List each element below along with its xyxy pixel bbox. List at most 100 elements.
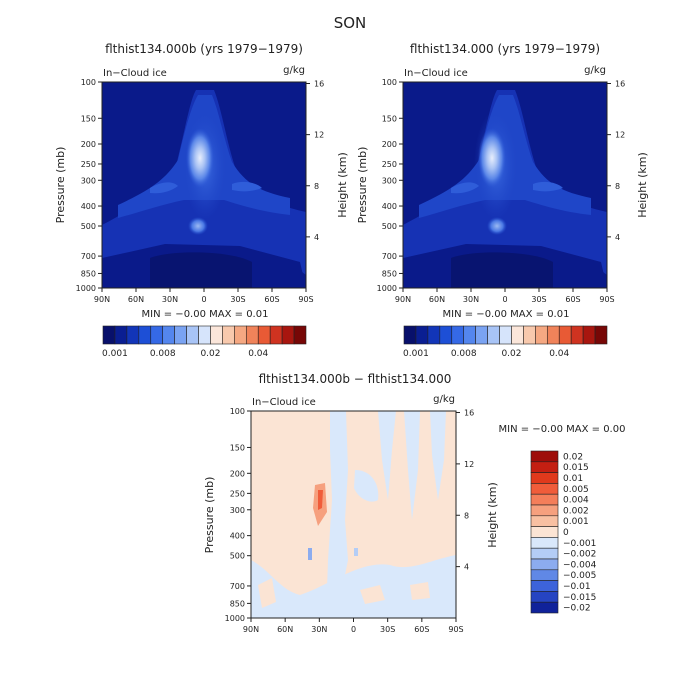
panel-a-xtick-label: 0 bbox=[201, 295, 206, 304]
panel-a-colorbar-swatch bbox=[257, 325, 271, 345]
panel-b-colorbar-swatch bbox=[403, 325, 417, 345]
panel-b-xtick-label: 30N bbox=[463, 295, 479, 304]
panel-a-ytick-label: 850 bbox=[81, 269, 96, 278]
panel-a-subtitle: In−Cloud ice bbox=[103, 68, 167, 79]
panel-diff-colorbar-swatch bbox=[530, 515, 559, 527]
panel-a-xtick-label: 90S bbox=[298, 295, 313, 304]
panel-b-ylabel-right: Height (km) bbox=[636, 152, 649, 218]
panel-a-ytick-label: 400 bbox=[81, 202, 96, 211]
panel-a: flthist134.000b (yrs 1979−1979) In−Cloud… bbox=[54, 42, 349, 359]
panel-b-colorbar-swatch bbox=[439, 325, 453, 345]
panel-a-colorbar-label: 0.02 bbox=[200, 349, 220, 359]
panel-diff-colorbar-swatch bbox=[530, 450, 559, 463]
panel-diff-ytick-label: 700 bbox=[230, 582, 245, 591]
panel-b-ytick-label: 100 bbox=[382, 78, 397, 87]
panel-diff-colorbar-label: 0.01 bbox=[563, 474, 583, 484]
panel-diff-colorbar-label: −0.002 bbox=[563, 550, 596, 560]
panel-a-xtick-label: 60S bbox=[264, 295, 279, 304]
panel-diff-colorbar: 0.020.0150.010.0050.0040.0020.0010−0.001… bbox=[530, 450, 597, 614]
panel-diff-colorbar-label: 0.005 bbox=[563, 485, 589, 495]
panel-b-title: flthist134.000 (yrs 1979−1979) bbox=[410, 42, 600, 56]
panel-diff-units: g/kg bbox=[433, 394, 455, 405]
panel-a-ytick-label: 1000 bbox=[76, 284, 96, 293]
panel-diff-colorbar-label: 0.004 bbox=[563, 496, 589, 506]
panel-diff-xtick-label: 0 bbox=[351, 625, 356, 634]
panel-b-colorbar-label: 0.04 bbox=[549, 349, 569, 359]
panel-b-xtick-label: 90N bbox=[395, 295, 411, 304]
panel-b-axes: 90N 60N 30N 0 30S 60S 90S 100 150 200 250 300 400 500… bbox=[377, 78, 626, 304]
panel-diff-ytick-right-label: 4 bbox=[464, 563, 469, 572]
panel-diff-ytick-label: 300 bbox=[230, 506, 245, 515]
panel-diff-ytick-right-label: 12 bbox=[464, 460, 474, 469]
panel-diff-colorbar-swatch bbox=[530, 591, 559, 603]
panel-b-units: g/kg bbox=[584, 65, 606, 76]
panel-b-stats: MIN = −0.00 MAX = 0.01 bbox=[443, 309, 570, 320]
panel-a-colorbar-label: 0.008 bbox=[150, 349, 176, 359]
panel-diff-colorbar-swatch bbox=[530, 483, 559, 495]
panel-diff-xtick-label: 90N bbox=[243, 625, 259, 634]
panel-diff-colorbar-label: −0.005 bbox=[563, 571, 596, 581]
panel-a-ytick-label: 300 bbox=[81, 176, 96, 185]
panel-diff-colorbar-swatch bbox=[530, 472, 559, 484]
panel-b-ytick-label: 400 bbox=[382, 202, 397, 211]
panel-b-colorbar-swatch bbox=[535, 325, 548, 345]
panel-diff-xtick-label: 30N bbox=[311, 625, 327, 634]
panel-b-colorbar-label: 0.02 bbox=[501, 349, 521, 359]
panel-a-ytick-right-label: 4 bbox=[314, 233, 319, 242]
panel-b-colorbar-swatch bbox=[487, 325, 500, 345]
panel-b-colorbar-swatch bbox=[546, 325, 560, 345]
panel-a-ytick-label: 500 bbox=[81, 222, 96, 231]
panel-b-colorbar-swatch bbox=[570, 325, 584, 345]
panel-diff-ytick-label: 150 bbox=[230, 443, 245, 452]
panel-diff-ytick-label: 850 bbox=[230, 599, 245, 608]
panel-a-colorbar-swatch bbox=[186, 325, 199, 345]
panel-b-xtick-label: 60S bbox=[565, 295, 580, 304]
panel-b-colorbar-label: 0.008 bbox=[451, 349, 477, 359]
panel-a-ytick-label: 700 bbox=[81, 252, 96, 261]
panel-diff-ylabel: Pressure (mb) bbox=[203, 477, 216, 554]
panel-b-colorbar-swatch bbox=[582, 325, 596, 345]
panel-diff-colorbar-swatch bbox=[530, 601, 559, 614]
panel-a-colorbar-swatch bbox=[210, 325, 223, 345]
panel-a-ytick-label: 150 bbox=[81, 114, 96, 123]
panel-diff-ytick-right-label: 8 bbox=[464, 511, 469, 520]
panel-diff-colorbar-label: −0.001 bbox=[563, 539, 596, 549]
panel-b-colorbar-swatch bbox=[499, 325, 512, 345]
panel-b-ytick-label: 150 bbox=[382, 114, 397, 123]
panel-b-colorbar-swatch bbox=[451, 325, 465, 345]
panel-a-stats: MIN = −0.00 MAX = 0.01 bbox=[142, 309, 269, 320]
panel-diff-ylabel-right: Height (km) bbox=[486, 482, 499, 548]
panel-b-colorbar-swatch bbox=[558, 325, 572, 345]
panel-b-xtick-label: 90S bbox=[599, 295, 614, 304]
panel-a-ytick-right-label: 12 bbox=[314, 131, 324, 140]
panel-a-colorbar-label: 0.04 bbox=[248, 349, 268, 359]
panel-a-units: g/kg bbox=[283, 65, 305, 76]
panel-b-ytick-label: 250 bbox=[382, 160, 397, 169]
panel-b-colorbar-swatch bbox=[427, 325, 441, 345]
panel-diff-ytick-label: 250 bbox=[230, 489, 245, 498]
panel-b-ytick-right-label: 8 bbox=[615, 182, 620, 191]
panel-diff-ytick-label: 100 bbox=[230, 407, 245, 416]
panel-b-ytick-label: 850 bbox=[382, 269, 397, 278]
panel-diff-colorbar-label: −0.004 bbox=[563, 560, 597, 570]
panel-a-xtick-label: 90N bbox=[94, 295, 110, 304]
panel-b-ytick-right-label: 16 bbox=[615, 80, 625, 89]
panel-a-colorbar-swatch bbox=[234, 325, 247, 345]
panel-a-colorbar-swatch bbox=[174, 325, 187, 345]
panel-b-colorbar-label: 0.001 bbox=[403, 349, 429, 359]
panel-b-xtick-label: 30S bbox=[531, 295, 546, 304]
panel-a-xtick-label: 30S bbox=[230, 295, 245, 304]
panel-diff-colorbar-swatch bbox=[530, 558, 559, 571]
panel-a-ytick-right-label: 16 bbox=[314, 80, 324, 89]
panel-a-colorbar-swatch bbox=[162, 325, 175, 345]
panel-b-ytick-label: 1000 bbox=[377, 284, 397, 293]
panel-a-colorbar: 0.001 0.008 0.02 0.04 bbox=[102, 325, 307, 359]
panel-diff-colorbar-swatch bbox=[530, 537, 559, 549]
panel-a-colorbar-swatch bbox=[293, 325, 307, 345]
panel-diff-stats: MIN = −0.00 MAX = 0.00 bbox=[499, 424, 626, 435]
panel-b-field bbox=[403, 82, 607, 288]
panel-diff-colorbar-swatch bbox=[530, 547, 559, 560]
panel-diff-colorbar-swatch bbox=[530, 493, 559, 506]
panel-a-colorbar-label: 0.001 bbox=[102, 349, 128, 359]
